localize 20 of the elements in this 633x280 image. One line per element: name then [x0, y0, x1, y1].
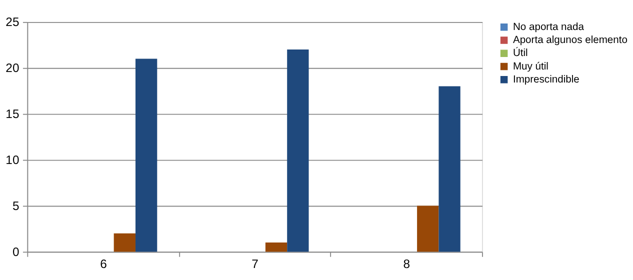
y-tick-label: 20 [6, 61, 20, 76]
bar [417, 206, 439, 252]
y-tick-label: 5 [12, 198, 20, 213]
legend-label: Aporta algunos elemento [512, 35, 628, 46]
y-tick-label: 10 [6, 153, 20, 168]
x-tick-label: 7 [252, 257, 259, 272]
x-tick-label: 6 [100, 257, 108, 272]
bar [438, 86, 460, 252]
legend-label: No aporta nada [512, 22, 584, 33]
legend-label: Muy útil [512, 61, 548, 72]
y-tick-label: 15 [6, 107, 20, 122]
y-tick-label: 25 [6, 15, 20, 30]
y-tick-label: 0 [12, 244, 20, 259]
bar [265, 242, 288, 252]
bar [135, 58, 158, 252]
bar [114, 233, 136, 252]
legend-label: Imprescindible [512, 74, 580, 86]
x-tick-label: 8 [403, 257, 410, 272]
bar [287, 50, 309, 252]
legend-label: Útil [512, 47, 528, 60]
